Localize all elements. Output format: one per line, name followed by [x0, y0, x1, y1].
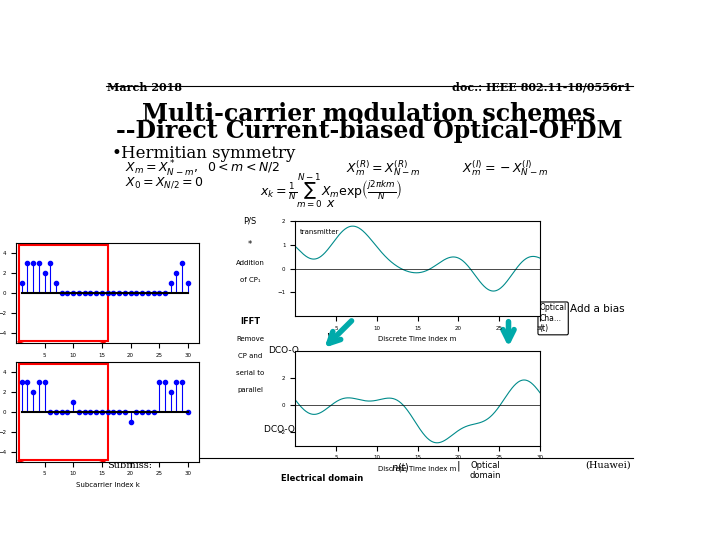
- Text: Multi-carrier modulation schemes: Multi-carrier modulation schemes: [143, 102, 595, 126]
- Text: transmitter: transmitter: [300, 229, 339, 235]
- Text: Remove: Remove: [236, 336, 264, 342]
- Text: --Direct Current-biased Optical-OFDM: --Direct Current-biased Optical-OFDM: [116, 119, 622, 143]
- Text: y: y: [326, 330, 334, 343]
- Text: $X^{(I)}_m = -X^{(I)}_{N-m}$: $X^{(I)}_m = -X^{(I)}_{N-m}$: [462, 159, 548, 178]
- Text: $X_0 = X_{N/2} = 0$: $X_0 = X_{N/2} = 0$: [125, 175, 203, 190]
- Text: $x_k = \frac{1}{N}\sum_{m=0}^{N-1} X_m \exp\!\left(\frac{j2\pi km}{N}\right)$: $x_k = \frac{1}{N}\sum_{m=0}^{N-1} X_m \…: [261, 171, 403, 211]
- Text: $n(t)$: $n(t)$: [391, 461, 410, 474]
- Text: of CP₁: of CP₁: [240, 277, 261, 283]
- Text: Submiss:: Submiss:: [107, 461, 152, 470]
- Text: Optical
domain: Optical domain: [469, 461, 501, 480]
- Text: $X_m = X^*_{N-m},$  $0 < m < N/2$: $X_m = X^*_{N-m},$ $0 < m < N/2$: [125, 159, 280, 179]
- Text: •: •: [112, 145, 122, 162]
- X-axis label: Discrete Time Index m: Discrete Time Index m: [379, 466, 456, 472]
- Text: Add a bias: Add a bias: [570, 303, 625, 314]
- Text: DCO-OFDM receiver: DCO-OFDM receiver: [264, 425, 355, 434]
- Text: P/S: P/S: [243, 217, 257, 226]
- Text: doc.: IEEE 802.11-18/0556r1: doc.: IEEE 802.11-18/0556r1: [451, 82, 631, 93]
- Text: Optical
Cha...
(t): Optical Cha... (t): [539, 303, 567, 333]
- Text: serial to: serial to: [236, 370, 264, 376]
- Bar: [19, 364, 108, 460]
- Text: DCO-O...: DCO-O...: [269, 346, 307, 355]
- Text: x: x: [326, 197, 334, 210]
- X-axis label: Subcarrier Index k: Subcarrier Index k: [76, 482, 140, 488]
- X-axis label: Subcarrier Index k: Subcarrier Index k: [76, 363, 140, 369]
- Text: IFFT: IFFT: [240, 317, 260, 326]
- Text: March 2018: March 2018: [107, 82, 182, 93]
- Text: |: |: [456, 461, 460, 471]
- Text: Electrical domain: Electrical domain: [282, 475, 364, 483]
- Bar: [19, 245, 108, 341]
- Text: $X^{(R)}_m = X^{(R)}_{N-m}$: $X^{(R)}_m = X^{(R)}_{N-m}$: [346, 159, 420, 178]
- Text: CP and: CP and: [238, 353, 262, 359]
- Text: (Huawei): (Huawei): [585, 461, 631, 470]
- Text: parallel: parallel: [237, 387, 264, 393]
- Text: Hermitian symmetry: Hermitian symmetry: [121, 145, 295, 162]
- Text: *: *: [248, 240, 252, 249]
- Text: Addition: Addition: [235, 260, 265, 266]
- X-axis label: Discrete Time Index m: Discrete Time Index m: [379, 336, 456, 342]
